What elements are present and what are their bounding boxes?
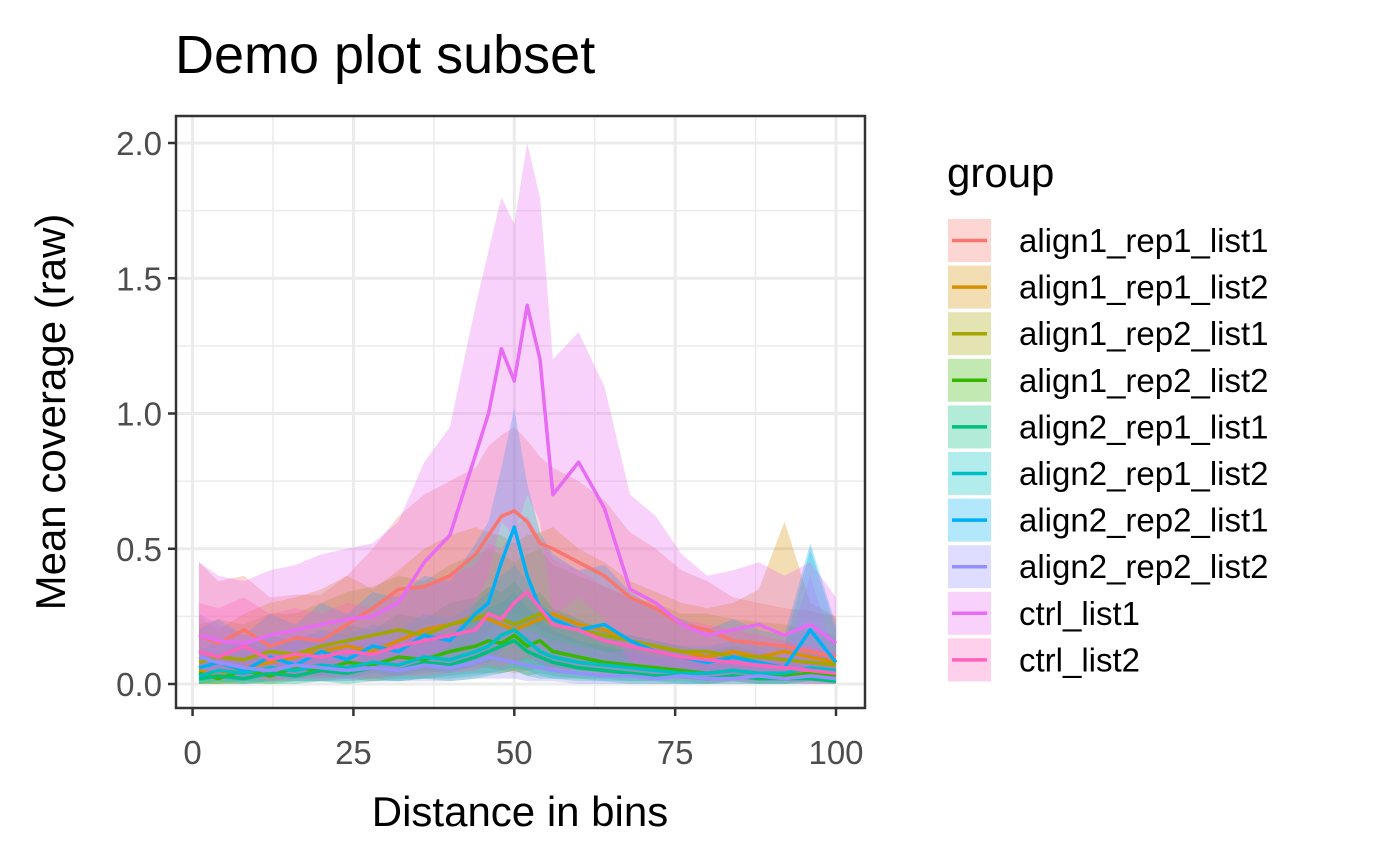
line-ctrl_list1 <box>198 303 838 646</box>
legend-item: align1_rep1_list2 <box>948 265 1269 309</box>
chart-title: Demo plot subset <box>175 25 595 85</box>
y-axis: 0.0 0.5 1.0 1.5 2.0 <box>116 125 176 703</box>
legend-label: align1_rep1_list1 <box>1019 222 1269 259</box>
ribbon-ctrl_list1 <box>199 143 836 679</box>
legend-label: align1_rep1_list2 <box>1019 269 1269 306</box>
x-axis: 0 25 50 75 100 <box>183 708 864 771</box>
legend-label: ctrl_list1 <box>1019 595 1140 632</box>
x-tick-label: 75 <box>657 734 694 771</box>
legend-item: ctrl_list2 <box>948 638 1140 682</box>
x-tick-label: 25 <box>335 734 372 771</box>
x-tick-label: 50 <box>496 734 533 771</box>
series-lines <box>198 303 838 684</box>
plot-panel <box>174 114 867 710</box>
x-tick-label: 100 <box>808 734 863 771</box>
legend-item: align1_rep2_list2 <box>948 358 1269 402</box>
y-tick-label: 1.0 <box>116 396 162 433</box>
line-align1_rep2_list1 <box>198 611 837 667</box>
legend-item: align2_rep1_list2 <box>948 452 1269 495</box>
legend-label: ctrl_list2 <box>1019 641 1140 678</box>
legend-item: align1_rep1_list1 <box>948 219 1269 262</box>
legend-item: align1_rep2_list1 <box>948 312 1269 356</box>
y-tick-label: 0.0 <box>116 666 162 703</box>
panel-border <box>174 114 867 710</box>
legend-title: group <box>947 149 1054 196</box>
y-axis-title: Mean coverage (raw) <box>27 214 74 611</box>
ribbon-align1_rep1_list2 <box>199 521 836 684</box>
legend-label: align2_rep1_list2 <box>1019 455 1269 492</box>
legend-label: align1_rep2_list1 <box>1019 315 1269 352</box>
line-ctrl_list2 <box>198 590 837 675</box>
legend-label: align2_rep2_list1 <box>1019 502 1269 539</box>
legend-item: align2_rep2_list2 <box>948 545 1269 589</box>
ribbon-align1_rep2_list1 <box>199 548 836 679</box>
y-tick-label: 1.5 <box>116 260 162 297</box>
y-tick-label: 0.5 <box>116 531 162 568</box>
legend-item: align2_rep1_list1 <box>948 405 1269 449</box>
legend-label: align1_rep2_list2 <box>1019 362 1269 399</box>
x-axis-title: Distance in bins <box>372 788 668 835</box>
legend-item: ctrl_list1 <box>948 591 1140 635</box>
legend: group align1_rep1_list1 align1_rep1_list2… <box>947 149 1269 682</box>
y-tick-label: 2.0 <box>116 125 162 162</box>
x-tick-label: 0 <box>183 734 201 771</box>
legend-label: align2_rep2_list2 <box>1019 548 1269 585</box>
legend-label: align2_rep1_list1 <box>1019 408 1269 445</box>
line-align2_rep2_list2 <box>198 655 837 681</box>
legend-item: align2_rep2_list1 <box>948 498 1269 542</box>
